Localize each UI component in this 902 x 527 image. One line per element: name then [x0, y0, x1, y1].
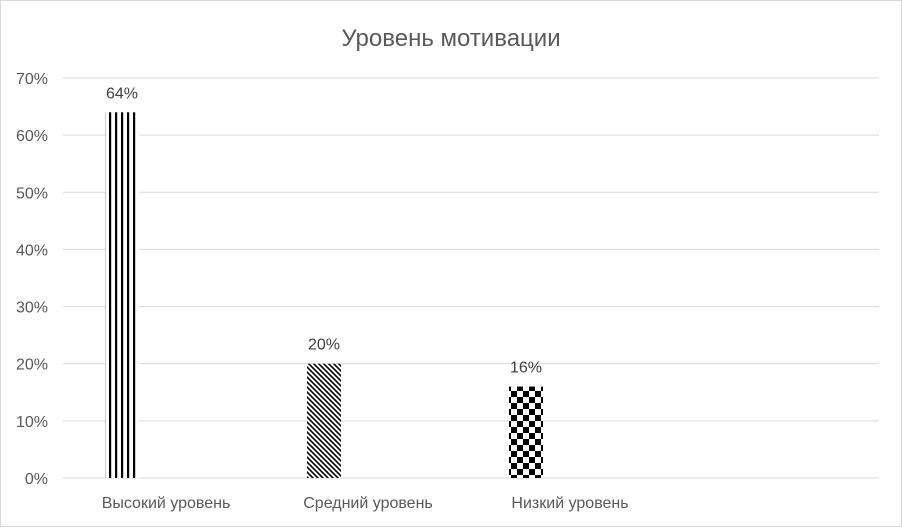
y-tick-label: 10%: [16, 414, 48, 431]
category-label: Средний уровень: [303, 495, 433, 512]
y-axis-ticks: 0% 10% 20% 30% 40% 50% 60% 70%: [16, 71, 48, 488]
chart-title: Уровень мотивации: [341, 25, 560, 52]
data-label: 20%: [308, 337, 340, 354]
bars: [105, 112, 543, 479]
y-tick-label: 70%: [16, 71, 48, 88]
y-tick-label: 50%: [16, 185, 48, 202]
y-tick-label: 30%: [16, 300, 48, 317]
category-labels: Высокий уровень Средний уровень Низкий уро…: [102, 495, 629, 512]
y-tick-label: 20%: [16, 357, 48, 374]
data-labels: 64% 20% 16%: [106, 85, 542, 376]
bar-1: [105, 112, 139, 479]
category-label: Высокий уровень: [102, 495, 231, 512]
y-tick-label: 0%: [25, 471, 48, 488]
y-tick-label: 60%: [16, 128, 48, 145]
gridlines: [63, 77, 879, 479]
y-tick-label: 40%: [16, 242, 48, 259]
bar-3: [509, 386, 543, 478]
data-label: 16%: [510, 360, 542, 377]
data-label: 64%: [106, 85, 138, 102]
category-label: Низкий уровень: [511, 495, 628, 512]
bar-2: [307, 363, 341, 478]
